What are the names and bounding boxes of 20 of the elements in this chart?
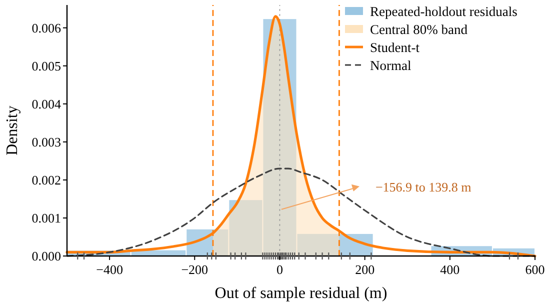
y-tick-label: 0.001 [32, 210, 61, 226]
x-tick-label: 600 [525, 262, 545, 277]
x-tick-label: −400 [96, 262, 123, 277]
x-tick-label: 400 [440, 262, 460, 277]
x-tick-label: 0 [276, 262, 283, 277]
legend-label: Repeated-holdout residuals [370, 4, 518, 19]
y-tick-label: 0.000 [32, 248, 61, 264]
annotation: −156.9 to 139.8 m [375, 179, 472, 194]
y-axis-title: Density [4, 106, 21, 156]
y-tick-label: 0.006 [32, 20, 62, 36]
y-tick-label: 0.003 [32, 134, 61, 150]
legend-label: Student-t [370, 40, 420, 55]
legend-label: Normal [370, 58, 412, 73]
legend-label: Central 80% band [370, 22, 468, 37]
x-tick-label: −200 [181, 262, 208, 277]
y-tick-label: 0.005 [32, 58, 61, 74]
y-tick-label: 0.002 [32, 172, 61, 188]
y-tick-label: 0.004 [32, 96, 62, 112]
x-tick-label: 200 [355, 262, 375, 277]
x-axis-title: Out of sample residual (m) [214, 285, 388, 302]
